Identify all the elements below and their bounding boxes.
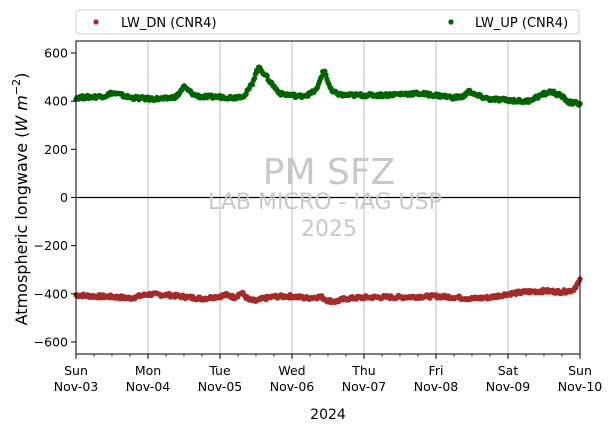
x-tick-label-date: Nov-06: [270, 379, 315, 394]
series-1-point: [264, 73, 270, 79]
data-layer: [73, 64, 583, 306]
x-tick-label-day: Fri: [429, 363, 444, 378]
series-1-point: [249, 81, 256, 88]
watermark-line-1: PM SFZ: [263, 152, 395, 193]
x-tick-label-date: Nov-05: [198, 379, 242, 394]
x-tick-label-date: Nov-10: [558, 379, 603, 394]
series-1: [73, 64, 583, 108]
watermark: PM SFZ LAB MICRO - IAG USP 2025: [208, 152, 442, 242]
x-tick-label-day: Thu: [351, 363, 375, 378]
series-1-point: [319, 73, 325, 80]
y-tick-label: −400: [34, 286, 68, 301]
x-tick-label-date: Nov-08: [414, 379, 459, 394]
x-tick-label-day: Sun: [64, 363, 88, 378]
y-tick-label: −600: [34, 334, 68, 349]
y-tick-label: 200: [44, 142, 68, 157]
x-tick-label-day: Mon: [135, 363, 161, 378]
x-axis-label: 2024: [310, 407, 346, 423]
x-tick-label-day: Sat: [498, 363, 519, 378]
x-tick-label-date: Nov-04: [126, 379, 171, 394]
legend-label-lw-up: LW_UP (CNR4): [475, 16, 568, 31]
series-0: [73, 276, 583, 306]
y-tick-label: −200: [34, 238, 68, 253]
y-axis-label-text: Atmospheric longwave (: [12, 132, 31, 326]
x-tick-label-date: Nov-09: [486, 379, 531, 394]
y-tick-label: 600: [44, 46, 68, 61]
y-axis-label-unit: W m: [12, 95, 31, 132]
watermark-line-3: 2025: [301, 217, 357, 242]
x-tick-label-day: Tue: [208, 363, 231, 378]
legend-label-lw-dn: LW_DN (CNR4): [121, 16, 217, 31]
x-tick-label-date: Nov-07: [342, 379, 386, 394]
y-tick-label: 0: [60, 190, 68, 205]
y-axis-label-exponent: −2: [10, 79, 23, 95]
x-tick-label-day: Sun: [568, 363, 592, 378]
legend-frame: [75, 9, 580, 35]
legend-marker-lw-up: [448, 19, 454, 25]
watermark-line-2: LAB MICRO - IAG USP: [208, 190, 442, 215]
x-tick-label-day: Wed: [278, 363, 305, 378]
series-1-point: [251, 75, 258, 82]
legend: LW_DN (CNR4) LW_UP (CNR4): [75, 9, 580, 35]
y-tick-label: 400: [44, 94, 68, 109]
y-axis-label: Atmospheric longwave (W m−2): [10, 73, 31, 326]
y-axis-ticks: −600 −400 −200 0 200 400 600: [34, 46, 76, 349]
series-1-point: [323, 72, 329, 78]
x-tick-label-date: Nov-03: [54, 379, 98, 394]
y-axis-label-close: ): [12, 73, 31, 79]
x-axis-ticks: SunNov-03MonNov-04TueNov-05WedNov-06ThuN…: [54, 354, 603, 394]
legend-marker-lw-dn: [93, 19, 99, 25]
